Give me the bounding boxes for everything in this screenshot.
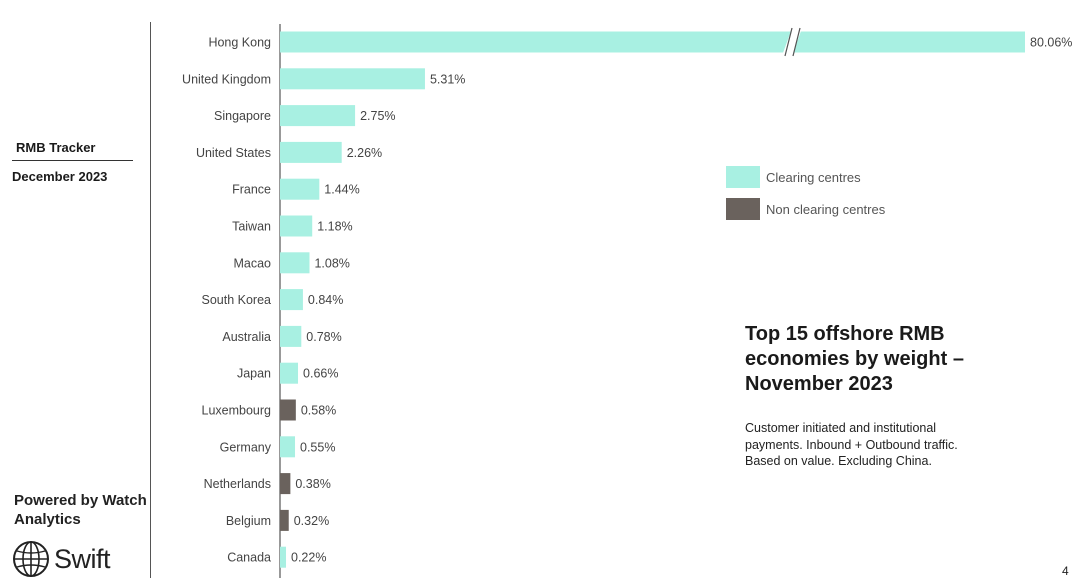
sidebar-title: RMB Tracker bbox=[16, 140, 96, 155]
bar-germany bbox=[280, 436, 296, 458]
bar-netherlands bbox=[280, 473, 291, 495]
bar-canada bbox=[280, 546, 287, 568]
legend-item-clearing: Clearing centres bbox=[726, 166, 885, 188]
sidebar-divider bbox=[150, 22, 151, 578]
bar-luxembourg bbox=[280, 399, 296, 421]
value-label-singapore: 2.75% bbox=[360, 109, 395, 123]
category-label-united-states: United States bbox=[196, 146, 271, 160]
value-label-germany: 0.55% bbox=[300, 440, 335, 454]
legend-swatch-clearing bbox=[726, 166, 760, 188]
chart-subtitle: Customer initiated and institutional pay… bbox=[745, 421, 958, 468]
value-label-macao: 1.08% bbox=[314, 256, 349, 270]
value-label-hong-kong: 80.06% bbox=[1030, 36, 1072, 50]
legend-item-non-clearing: Non clearing centres bbox=[726, 198, 885, 220]
category-label-singapore: Singapore bbox=[214, 109, 271, 123]
bar-south-korea bbox=[280, 289, 303, 311]
value-label-south-korea: 0.84% bbox=[308, 293, 343, 307]
bar-united-kingdom bbox=[280, 68, 425, 90]
axis-break-mark-right bbox=[792, 27, 801, 57]
logo-text: Swift bbox=[54, 543, 111, 574]
category-label-south-korea: South Korea bbox=[202, 293, 272, 307]
value-label-australia: 0.78% bbox=[306, 330, 341, 344]
sidebar-rule bbox=[12, 160, 133, 161]
value-label-united-states: 2.26% bbox=[347, 146, 382, 160]
value-label-canada: 0.22% bbox=[291, 551, 326, 565]
category-label-hong-kong: Hong Kong bbox=[208, 36, 271, 50]
category-label-luxembourg: Luxembourg bbox=[202, 404, 272, 418]
category-label-australia: Australia bbox=[222, 330, 271, 344]
page-number: 4 bbox=[1062, 564, 1069, 578]
chart-title: Top 15 offshore RMB economies by weight … bbox=[745, 323, 964, 395]
bar-united-states bbox=[280, 141, 342, 163]
category-label-netherlands: Netherlands bbox=[204, 477, 271, 491]
category-label-taiwan: Taiwan bbox=[232, 220, 271, 234]
chart-legend: Clearing centres Non clearing centres bbox=[726, 166, 885, 230]
legend-swatch-non-clearing bbox=[726, 198, 760, 220]
value-label-japan: 0.66% bbox=[303, 367, 338, 381]
value-label-netherlands: 0.38% bbox=[295, 477, 330, 491]
category-label-france: France bbox=[232, 183, 271, 197]
category-label-belgium: Belgium bbox=[226, 514, 271, 528]
legend-label-non-clearing: Non clearing centres bbox=[766, 201, 886, 217]
category-label-united-kingdom: United Kingdom bbox=[182, 72, 271, 86]
value-label-taiwan: 1.18% bbox=[317, 220, 352, 234]
bar-taiwan bbox=[280, 215, 313, 237]
category-label-germany: Germany bbox=[220, 440, 272, 454]
axis-break-mark-left bbox=[784, 27, 793, 57]
powered-by-text: Powered by Watch Analytics bbox=[14, 492, 147, 528]
bar-hong-kong bbox=[280, 31, 1025, 53]
globe-icon bbox=[13, 541, 49, 577]
bar-singapore bbox=[280, 105, 356, 127]
value-label-france: 1.44% bbox=[324, 183, 359, 197]
swift-logo: Swift bbox=[12, 540, 111, 578]
sidebar-date: December 2023 bbox=[12, 169, 108, 184]
value-label-belgium: 0.32% bbox=[294, 514, 329, 528]
value-label-luxembourg: 0.58% bbox=[301, 404, 336, 418]
bar-australia bbox=[280, 325, 302, 347]
category-label-canada: Canada bbox=[227, 551, 271, 565]
legend-label-clearing: Clearing centres bbox=[766, 169, 861, 185]
bar-macao bbox=[280, 252, 310, 274]
value-label-united-kingdom: 5.31% bbox=[430, 72, 465, 86]
bar-japan bbox=[280, 362, 299, 384]
bar-france bbox=[280, 178, 320, 200]
bar-belgium bbox=[280, 509, 289, 531]
category-label-japan: Japan bbox=[237, 367, 271, 381]
category-label-macao: Macao bbox=[233, 256, 271, 270]
